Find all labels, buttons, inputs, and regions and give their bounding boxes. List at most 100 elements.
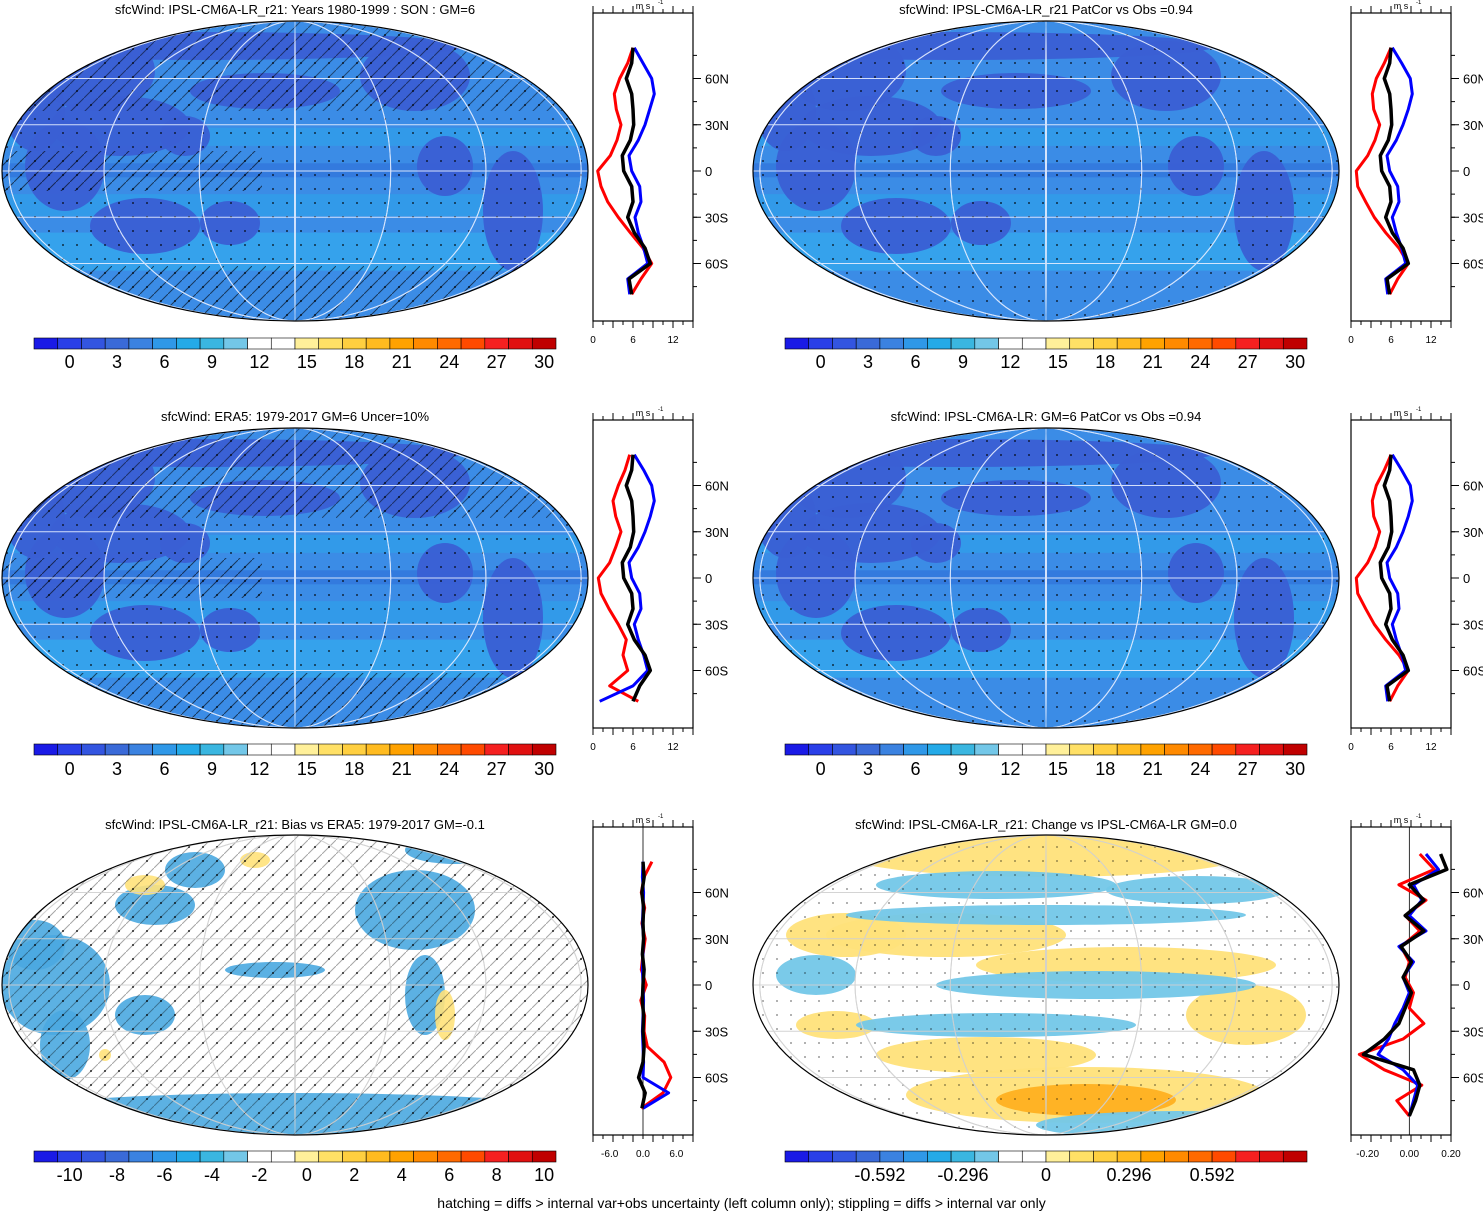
- colorbar-label: 15: [297, 352, 317, 372]
- profile-unit: m s: [1394, 408, 1409, 418]
- profile-panel-3: m s -1 0 6 12 60N 30N 0 30S 60S: [590, 407, 729, 753]
- colorbar-box: [1140, 337, 1165, 350]
- colorbar-box: [460, 1150, 486, 1163]
- colorbar-label: 0.592: [1190, 1165, 1235, 1185]
- colorbar-box: [270, 743, 296, 756]
- colorbar-box: [389, 337, 414, 350]
- colorbar-label: 18: [344, 759, 364, 779]
- profile-unit: m s: [636, 815, 651, 825]
- colorbar-label: 0: [816, 759, 826, 779]
- colorbar-box: [808, 743, 833, 756]
- colorbar-label: 27: [487, 352, 507, 372]
- colorbar-box: [950, 337, 976, 350]
- colorbar-box: [1211, 743, 1237, 756]
- colorbar-box: [413, 337, 438, 350]
- colorbar-box: [974, 337, 999, 350]
- colorbar-label: 24: [1190, 759, 1210, 779]
- colorbar-label: 18: [344, 352, 364, 372]
- profile-xtick: 12: [1425, 742, 1437, 753]
- profile-series-red: [596, 454, 640, 703]
- colorbar-label: 8: [492, 1165, 502, 1185]
- colorbar-box: [81, 1150, 106, 1163]
- map-outline: [752, 427, 1340, 729]
- profile-lat-label: 60S: [1463, 257, 1483, 272]
- colorbar-box: [879, 743, 904, 756]
- colorbar-box: [832, 743, 857, 756]
- colorbar-box: [950, 1150, 976, 1163]
- profile-xtick: 0: [590, 335, 596, 346]
- colorbar-box: [57, 337, 82, 350]
- colorbar-box: [104, 1150, 130, 1163]
- profile-lat-label: 30N: [705, 932, 729, 947]
- colorbar-label: 21: [1143, 759, 1163, 779]
- colorbar: 0 3 6 9 12 15 18 21 24 27 30: [33, 743, 557, 779]
- profile-xtick: 6: [630, 335, 636, 346]
- colorbar-label: 12: [249, 759, 269, 779]
- colorbar-box: [531, 743, 557, 756]
- map-title: sfcWind: IPSL-CM6A-LR_r21: Years 1980-19…: [115, 2, 475, 17]
- colorbar-box: [1259, 1150, 1284, 1163]
- map-panel-4: sfcWind: IPSL-CM6A-LR: GM=6 PatCor vs Ob…: [752, 409, 1340, 779]
- colorbar-box: [176, 1150, 201, 1163]
- colorbar-box: [1188, 743, 1213, 756]
- colorbar: 0 3 6 9 12 15 18 21 24 27 30: [784, 743, 1308, 779]
- map-panel-6: sfcWind: IPSL-CM6A-LR_r21: Change vs IPS…: [752, 817, 1340, 1185]
- colorbar-label: 30: [1285, 759, 1305, 779]
- colorbar-label: 2: [349, 1165, 359, 1185]
- colorbar-box: [1282, 743, 1308, 756]
- colorbar-box: [1045, 1150, 1071, 1163]
- colorbar-label: 10: [534, 1165, 554, 1185]
- colorbar-box: [855, 743, 881, 756]
- profile-xtick: 12: [667, 335, 679, 346]
- colorbar-box: [855, 337, 881, 350]
- colorbar-box: [998, 743, 1023, 756]
- profile-xtick: 6: [1388, 742, 1394, 753]
- profile-series-black: [1361, 853, 1449, 1117]
- colorbar-box: [270, 337, 296, 350]
- colorbar-box: [33, 743, 59, 756]
- colorbar-box: [128, 1150, 153, 1163]
- profile-xtick: -6.0: [601, 1149, 619, 1160]
- colorbar-box: [531, 337, 557, 350]
- colorbar-box: [1069, 743, 1094, 756]
- colorbar-box: [508, 1150, 533, 1163]
- colorbar-box: [1116, 337, 1142, 350]
- colorbar-label: 15: [1048, 759, 1068, 779]
- colorbar-label: 9: [958, 759, 968, 779]
- profile-lat-label: 60S: [1463, 1071, 1483, 1086]
- colorbar-label: 30: [534, 352, 554, 372]
- colorbar-box: [508, 743, 533, 756]
- colorbar-box: [531, 1150, 557, 1163]
- map-panel-1: sfcWind: IPSL-CM6A-LR_r21: Years 1980-19…: [1, 2, 589, 372]
- colorbar-label: 18: [1095, 759, 1115, 779]
- colorbar-box: [808, 1150, 833, 1163]
- map-panel-5: sfcWind: IPSL-CM6A-LR_r21: Bias vs ERA5:…: [1, 817, 589, 1185]
- profile-unit-exponent: -1: [658, 814, 664, 820]
- colorbar-box: [342, 743, 367, 756]
- colorbar-box: [437, 337, 462, 350]
- colorbar-box: [1235, 743, 1260, 756]
- colorbar-box: [1235, 1150, 1260, 1163]
- colorbar-label: 6: [159, 759, 169, 779]
- colorbar-box: [294, 1150, 320, 1163]
- colorbar-label: 6: [159, 352, 169, 372]
- colorbar-box: [413, 1150, 438, 1163]
- profile-panel-6: m s -1 -0.20 0.00 0.20 60N 30N 0 30S 60S: [1350, 814, 1483, 1160]
- colorbar-box: [998, 1150, 1023, 1163]
- colorbar-label: 9: [207, 352, 217, 372]
- colorbar-box: [784, 337, 810, 350]
- colorbar-label: 0: [65, 759, 75, 779]
- profile-unit-exponent: -1: [1416, 814, 1422, 820]
- colorbar-box: [974, 1150, 999, 1163]
- colorbar-box: [1093, 1150, 1118, 1163]
- profile-unit-exponent: -1: [658, 407, 664, 413]
- colorbar-box: [413, 743, 438, 756]
- colorbar-box: [484, 337, 509, 350]
- colorbar-label: -6: [156, 1165, 172, 1185]
- colorbar: -0.592 -0.296 0 0.296 0.592: [784, 1150, 1308, 1185]
- colorbar-label: 3: [112, 759, 122, 779]
- map-outline: [1, 427, 589, 729]
- profile-unit-exponent: -1: [1416, 407, 1422, 413]
- profile-xtick: 6: [1388, 335, 1394, 346]
